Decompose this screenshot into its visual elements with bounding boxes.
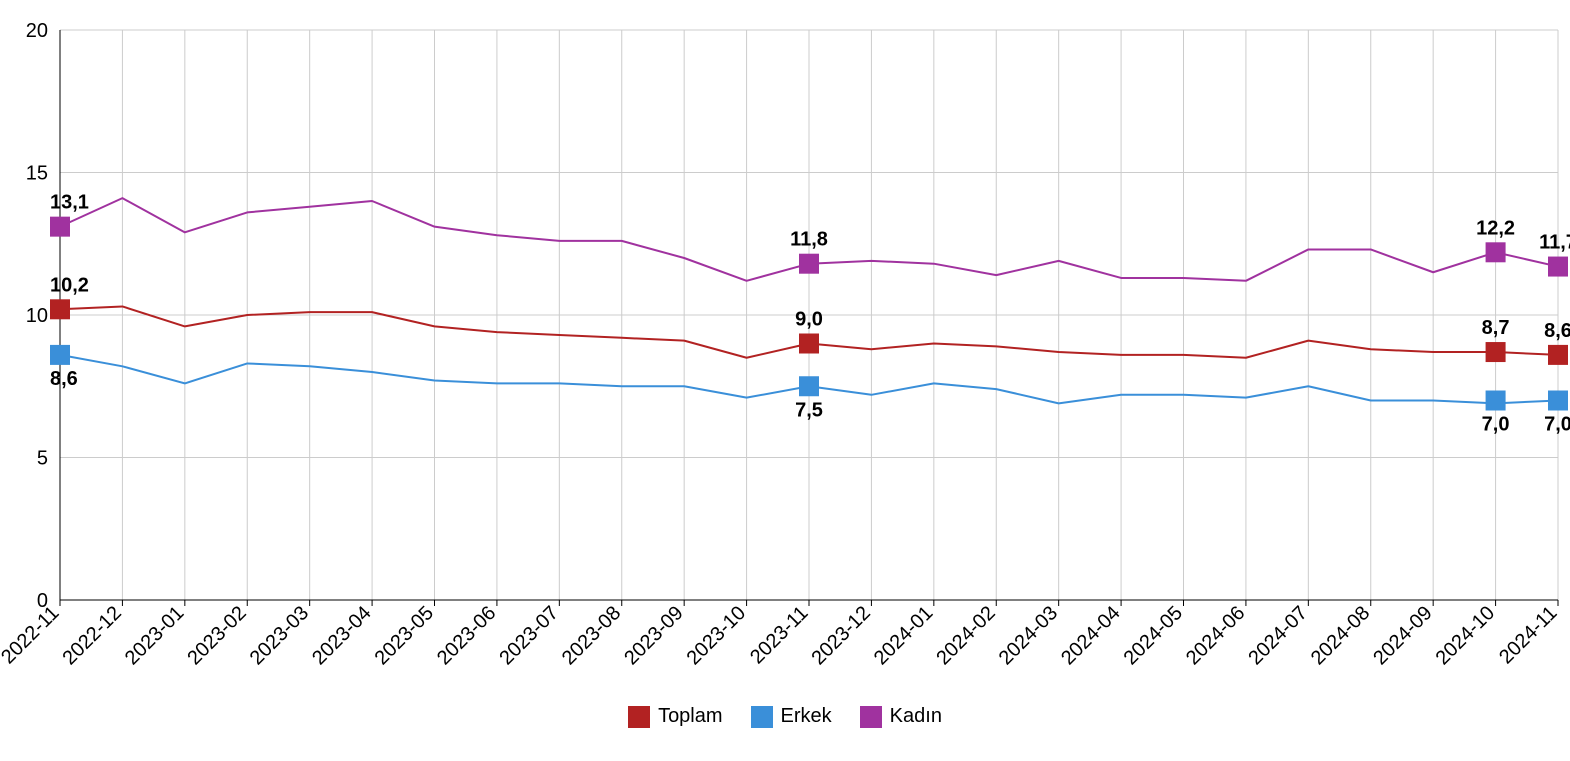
x-tick-label: 2023-09 [620,602,687,669]
x-tick-label: 2024-04 [1057,602,1124,669]
line-chart: 051015202022-112022-122023-012023-022023… [0,0,1570,756]
data-marker [1548,257,1568,277]
data-marker [1486,342,1506,362]
y-tick-label: 5 [37,448,48,470]
legend-label: Kadın [890,705,942,728]
data-marker [50,299,70,319]
data-marker [1486,391,1506,411]
data-label: 12,2 [1476,217,1515,239]
x-tick-label: 2023-11 [746,602,812,668]
data-label: 11,8 [790,229,828,251]
legend-item: Kadın [860,705,942,728]
x-tick-label: 2024-02 [932,602,999,669]
x-tick-label: 2024-10 [1432,602,1499,669]
legend-color-box [751,706,773,728]
x-tick-label: 2023-04 [308,602,375,669]
x-tick-label: 2022-11 [0,602,64,668]
legend-color-box [628,706,650,728]
data-marker [1548,391,1568,411]
y-tick-label: 15 [26,163,48,185]
chart-container: 051015202022-112022-122023-012023-022023… [0,0,1570,756]
x-tick-label: 2024-03 [995,602,1062,669]
x-tick-label: 2024-08 [1307,602,1374,669]
data-marker [799,334,819,354]
y-tick-label: 20 [26,20,48,42]
y-tick-label: 10 [26,305,48,327]
data-marker [799,376,819,396]
x-tick-label: 2024-01 [870,602,937,669]
data-label: 7,5 [795,399,823,421]
legend-label: Erkek [781,705,832,728]
x-tick-label: 2024-07 [1244,602,1311,669]
data-label: 8,6 [1544,320,1570,342]
data-label: 8,7 [1482,317,1510,339]
x-tick-label: 2023-06 [433,602,500,669]
x-tick-label: 2023-01 [121,602,188,669]
data-marker [799,254,819,274]
legend-label: Toplam [658,705,722,728]
data-marker [50,217,70,237]
x-tick-label: 2024-05 [1120,602,1187,669]
data-marker [50,345,70,365]
data-label: 7,0 [1544,414,1570,436]
x-tick-label: 2023-03 [246,602,313,669]
x-tick-label: 2024-11 [1495,602,1561,668]
legend: Toplam Erkek Kadın [0,705,1570,728]
data-marker [1548,345,1568,365]
x-tick-label: 2024-06 [1182,602,1249,669]
data-label: 9,0 [795,309,823,331]
legend-item: Erkek [751,705,832,728]
data-label: 10,2 [50,274,89,296]
x-tick-label: 2023-12 [807,602,874,669]
x-tick-label: 2024-09 [1369,602,1436,669]
x-tick-label: 2023-02 [183,602,250,669]
legend-color-box [860,706,882,728]
data-label: 8,6 [50,368,78,390]
x-tick-label: 2023-05 [371,602,438,669]
data-label: 13,1 [50,192,89,214]
x-tick-label: 2023-07 [495,602,562,669]
data-marker [1486,242,1506,262]
x-tick-label: 2023-10 [683,602,750,669]
x-tick-label: 2023-08 [558,602,625,669]
data-label: 11,7 [1539,232,1570,254]
legend-item: Toplam [628,705,722,728]
x-tick-label: 2022-12 [58,602,125,669]
data-label: 7,0 [1482,414,1510,436]
